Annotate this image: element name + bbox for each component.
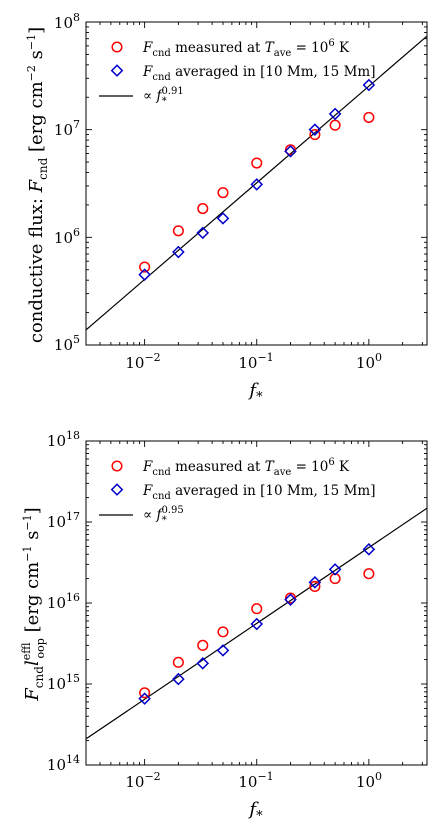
y-axis-label: conductive flux: Fcnd [erg cm−2 s−1] <box>25 27 50 343</box>
data-point-averaged <box>308 576 322 589</box>
data-point-averaged <box>172 672 185 686</box>
ticks-top <box>85 21 427 346</box>
x-tick-label: 10−2 <box>125 351 160 372</box>
legend-marker-circle <box>111 460 123 472</box>
data-point-measured <box>309 129 321 141</box>
legend-label: ∝ f0.95 * <box>143 505 184 526</box>
legend-bottom: Fcnd measured at Tave = 106 K Fcnd avera… <box>99 457 375 526</box>
data-point-averaged <box>362 78 376 92</box>
data-point-averaged <box>196 226 210 240</box>
x-axis-label: f* <box>247 799 263 824</box>
legend-marker-diamond <box>110 64 124 77</box>
data-point-measured <box>251 157 263 169</box>
data-point-measured <box>139 687 151 699</box>
data-point-measured <box>251 603 263 615</box>
legend-label: Fcnd averaged in [10 Mm, 15 Mm] <box>142 483 375 502</box>
legend-label: ∝ f0.91 * <box>143 86 184 107</box>
x-tick-label: 10−2 <box>125 770 160 791</box>
data-point-measured <box>139 261 151 273</box>
data-point-averaged <box>250 178 264 191</box>
data-point-averaged <box>250 617 264 631</box>
x-tick-label: 100 <box>356 351 382 372</box>
data-point-averaged <box>172 245 185 259</box>
y-tick-label: 1015 <box>47 672 80 693</box>
data-point-averaged <box>328 107 342 121</box>
data-point-measured <box>172 656 184 668</box>
data-point-measured <box>172 225 184 237</box>
data-point-measured <box>309 580 321 593</box>
data-point-averaged <box>216 212 230 225</box>
legend-marker-circle <box>111 41 123 53</box>
power-law-fit-line <box>86 35 427 331</box>
data-point-averaged <box>196 657 210 670</box>
power-law-fit-line <box>86 507 427 740</box>
data-point-measured <box>329 119 341 131</box>
y-tick-label: 1018 <box>47 429 80 450</box>
y-tick-label: 1014 <box>47 753 80 774</box>
data-point-averaged <box>362 543 376 556</box>
data-point-measured <box>197 203 209 215</box>
data-point-averaged <box>284 593 297 606</box>
plot-area-top <box>86 35 427 331</box>
data-point-averaged <box>216 644 230 657</box>
data-point-measured <box>217 626 229 638</box>
data-point-averaged <box>328 563 342 576</box>
data-point-measured <box>197 639 209 651</box>
chart-panel-bottom: 10−2 10−1 100 1014 1015 1016 1017 1018 f… <box>20 429 428 824</box>
legend-label: Fcnd averaged in [10 Mm, 15 Mm] <box>142 64 375 83</box>
y-tick-label: 108 <box>54 11 80 32</box>
data-point-averaged <box>138 692 151 705</box>
data-point-averaged <box>308 123 322 136</box>
y-tick-label: 105 <box>54 333 80 354</box>
data-point-averaged <box>138 268 151 281</box>
data-point-averaged <box>284 144 297 158</box>
y-tick-label: 1016 <box>47 591 80 612</box>
y-axis-label: Fcndleffloop [erg cm−1 s−1] <box>20 507 47 701</box>
data-point-measured <box>217 187 229 199</box>
data-point-measured <box>363 111 375 123</box>
x-tick-label: 100 <box>356 770 382 791</box>
data-point-measured <box>284 592 297 604</box>
chart-panel-top: 10−2 10−1 100 105 106 107 108 f* conduct… <box>25 11 428 405</box>
legend-marker-diamond <box>110 483 124 496</box>
x-tick-label: 10−1 <box>238 351 273 372</box>
x-axis-label: f* <box>247 380 263 405</box>
legend-label: Fcnd measured at Tave = 106 K <box>142 38 350 59</box>
y-tick-label: 106 <box>54 226 80 247</box>
legend-label: Fcnd measured at Tave = 106 K <box>142 457 350 478</box>
legend-top: Fcnd measured at Tave = 106 K Fcnd avera… <box>99 38 375 107</box>
data-point-measured <box>363 568 375 580</box>
ticks-bottom <box>85 440 427 766</box>
y-tick-label: 1017 <box>47 510 80 531</box>
y-tick-label: 107 <box>54 118 80 139</box>
x-tick-label: 10−1 <box>238 770 273 791</box>
plot-area-bottom <box>86 507 427 740</box>
